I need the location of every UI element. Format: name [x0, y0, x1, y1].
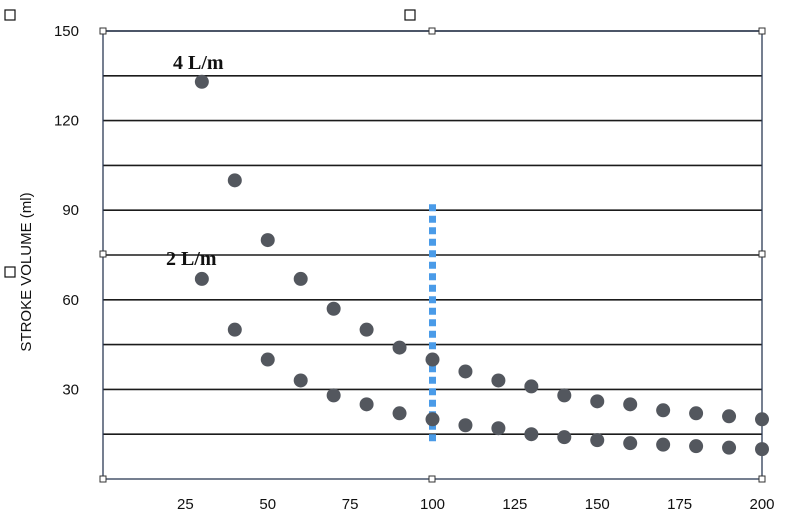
data-point	[623, 397, 638, 412]
data-points	[194, 74, 769, 457]
data-point	[392, 340, 407, 355]
data-point	[491, 373, 506, 388]
y-tick-label: 150	[54, 23, 79, 40]
x-tick-label: 25	[177, 496, 194, 513]
resize-handle[interactable]	[99, 250, 107, 258]
data-point	[623, 436, 638, 451]
x-tick-label: 50	[259, 496, 276, 513]
resize-handle[interactable]	[758, 475, 766, 483]
x-tick-labels: 25 50 75 100 125 150 175 200	[177, 496, 774, 513]
data-point	[293, 373, 308, 388]
data-point	[557, 430, 572, 445]
y-tick-label: 120	[54, 113, 79, 130]
data-point	[227, 173, 242, 188]
data-point	[227, 322, 242, 337]
resize-handle[interactable]	[428, 27, 436, 35]
selection-handle[interactable]	[404, 9, 416, 21]
data-point	[260, 352, 275, 367]
data-point	[425, 412, 440, 427]
data-point	[458, 364, 473, 379]
x-tick-label: 75	[342, 496, 359, 513]
x-tick-label: 125	[502, 496, 527, 513]
y-tick-label: 60	[62, 292, 79, 309]
data-point	[260, 233, 275, 248]
selection-handles[interactable]	[4, 9, 766, 483]
x-tick-label: 100	[420, 496, 445, 513]
data-point	[524, 379, 539, 394]
x-tick-label: 200	[749, 496, 774, 513]
data-point	[293, 271, 308, 286]
series-label: 2 L/m	[166, 248, 217, 270]
series-label: 4 L/m	[173, 52, 224, 74]
data-point	[656, 403, 671, 418]
data-point	[491, 421, 506, 436]
data-point	[722, 409, 737, 424]
data-point	[425, 352, 440, 367]
data-point	[722, 440, 737, 455]
data-point	[326, 388, 341, 403]
selection-handle[interactable]	[4, 266, 16, 278]
data-point	[359, 322, 374, 337]
x-tick-label: 150	[585, 496, 610, 513]
y-tick-label: 90	[62, 202, 79, 219]
data-point	[458, 418, 473, 433]
data-point	[689, 439, 704, 454]
selection-handle[interactable]	[4, 9, 16, 21]
data-point	[656, 437, 671, 452]
data-point	[557, 388, 572, 403]
resize-handle[interactable]	[99, 27, 107, 35]
data-point	[524, 427, 539, 442]
resize-handle[interactable]	[428, 475, 436, 483]
data-point	[755, 412, 769, 427]
y-tick-labels: 30 60 90 120 150	[54, 23, 79, 398]
resize-handle[interactable]	[99, 475, 107, 483]
resize-handle[interactable]	[758, 27, 766, 35]
resize-handle[interactable]	[758, 250, 766, 258]
data-point	[326, 301, 341, 316]
data-point	[359, 397, 374, 412]
data-point	[194, 271, 209, 286]
y-tick-label: 30	[62, 381, 79, 398]
data-point	[590, 394, 605, 409]
y-axis-label: STROKE VOLUME (ml)	[18, 192, 35, 351]
data-point	[392, 406, 407, 421]
data-point	[689, 406, 704, 421]
x-tick-label: 175	[667, 496, 692, 513]
data-point	[194, 74, 209, 89]
data-point	[590, 433, 605, 448]
data-point	[755, 442, 769, 457]
series-labels: 4 L/m 2 L/m	[166, 52, 224, 270]
